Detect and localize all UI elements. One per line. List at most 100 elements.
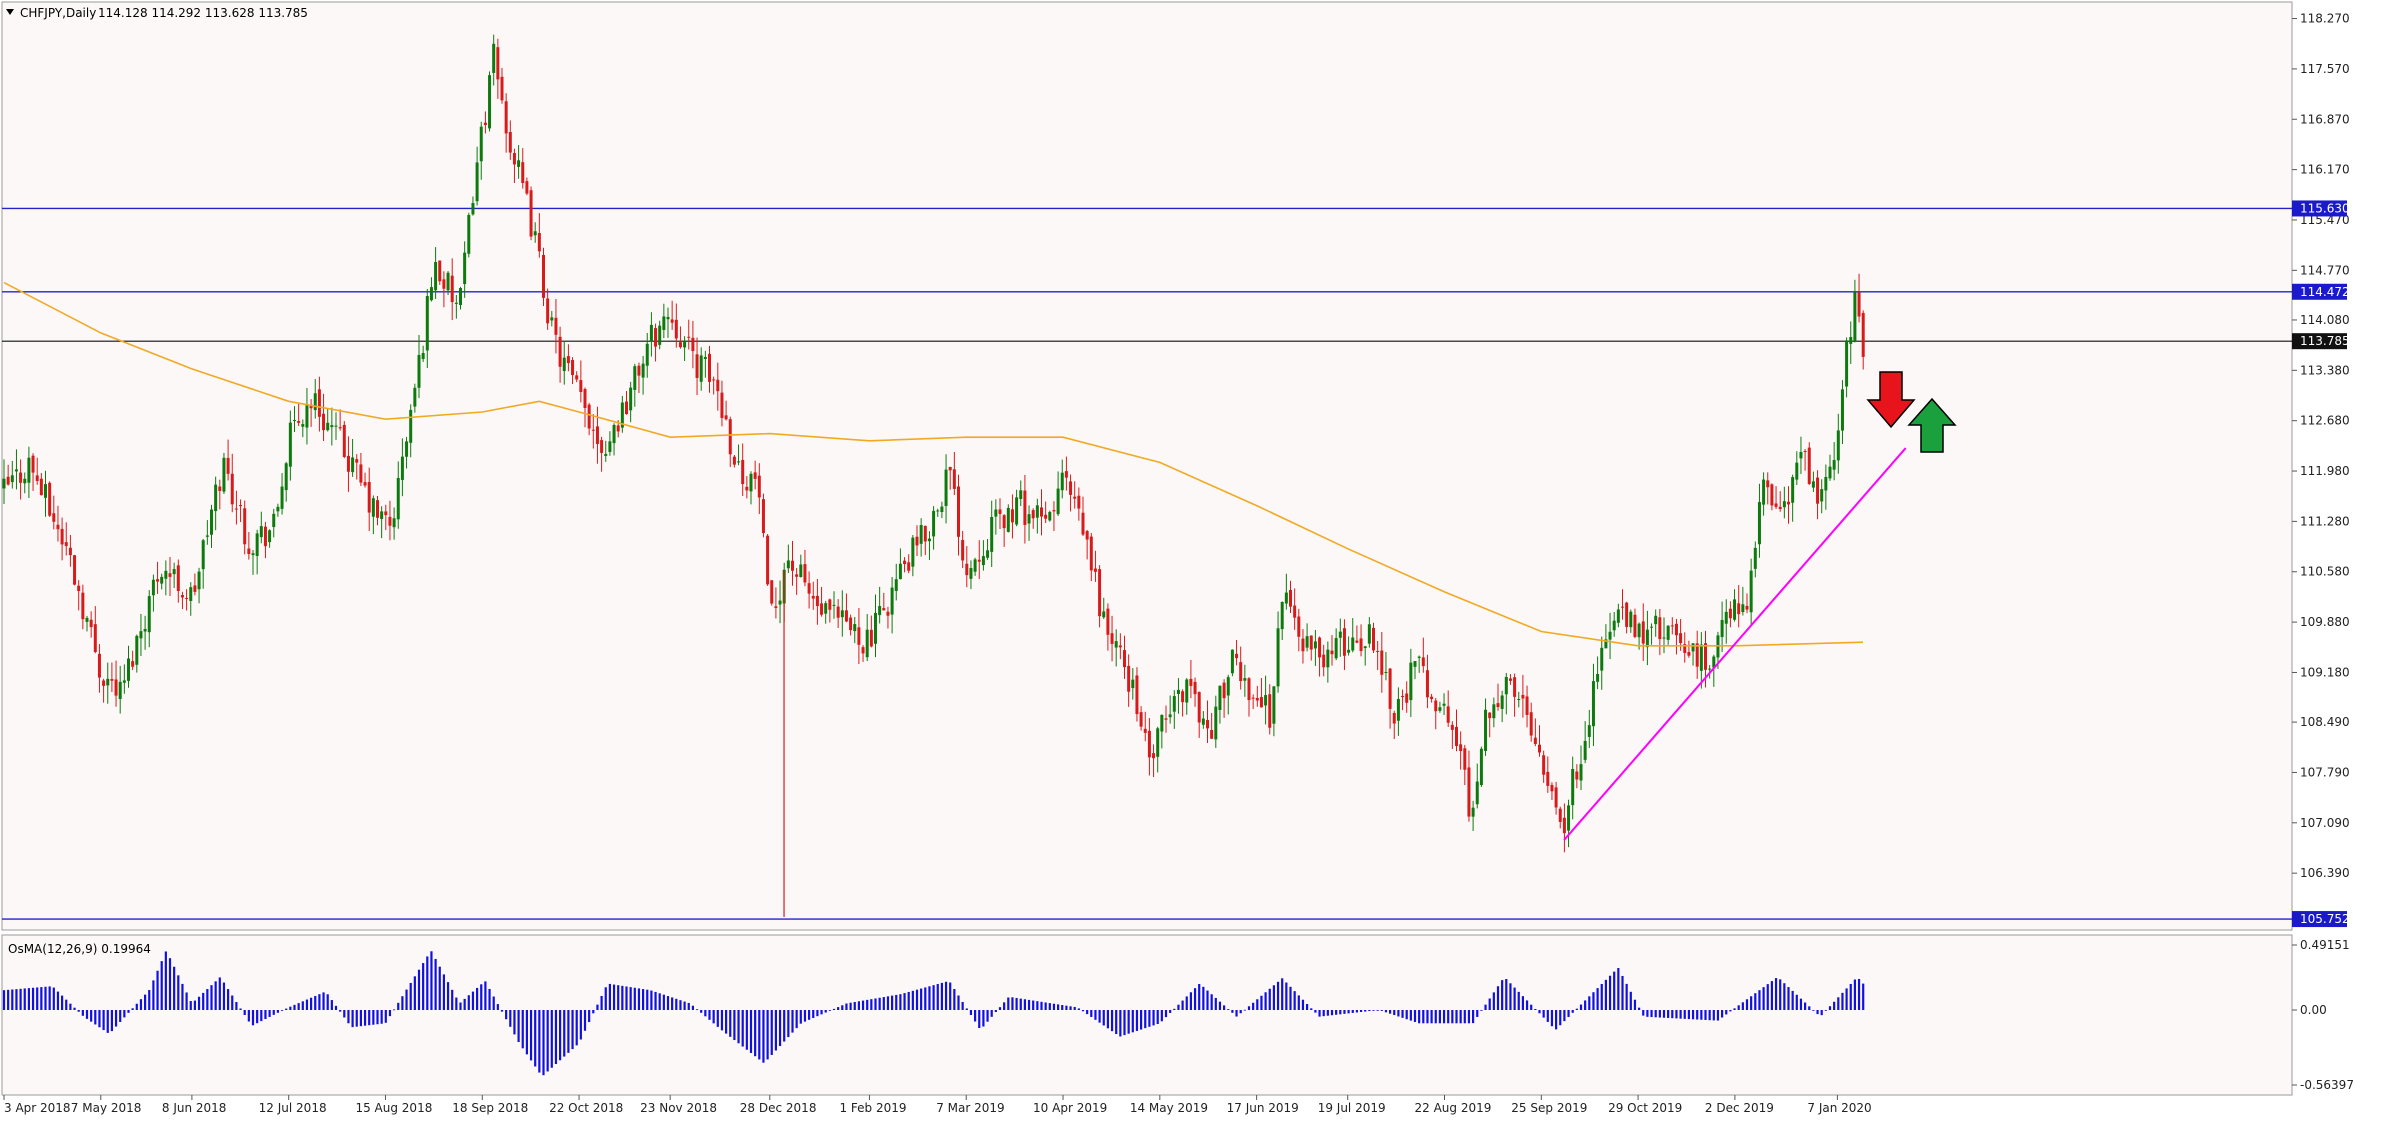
osma-bar (310, 997, 313, 1010)
osma-bar (1716, 1010, 1720, 1021)
osma-bar (803, 1010, 807, 1022)
candle-body (1733, 599, 1737, 620)
candle-body (1816, 477, 1820, 504)
osma-bar (546, 1010, 549, 1072)
osma-bar (1372, 1010, 1375, 1011)
candle-body (346, 455, 350, 472)
candle-body (297, 421, 301, 423)
candle-body (1222, 682, 1226, 699)
osma-bar (1339, 1010, 1342, 1015)
osma-bar (903, 993, 906, 1010)
osma-bar (1073, 1006, 1076, 1010)
osma-bar (1027, 999, 1031, 1010)
osma-bar (451, 989, 454, 1010)
osma-bar (1596, 988, 1599, 1010)
osma-bar (1770, 981, 1773, 1010)
osma-bar (1272, 985, 1275, 1010)
candle-body (1666, 625, 1670, 640)
candle-body (1052, 510, 1056, 512)
osma-panel-area[interactable] (1, 934, 2293, 1096)
osma-bar (1442, 1010, 1446, 1024)
osma-bar (899, 994, 902, 1010)
candle-body (1243, 678, 1247, 681)
candle-body (1060, 472, 1064, 491)
osma-bar (1077, 1008, 1080, 1010)
osma-bar (700, 1010, 703, 1013)
osma-bar (662, 994, 665, 1010)
osma-bar (1206, 990, 1209, 1010)
candle-body (620, 402, 624, 428)
osma-bar (1202, 986, 1205, 1010)
candle-body (288, 422, 292, 467)
candle-body (176, 565, 180, 592)
osma-bar (1459, 1010, 1462, 1024)
osma-bar (1393, 1010, 1396, 1016)
candle-body (2, 478, 6, 489)
candle-body (1608, 631, 1612, 640)
osma-bar (1144, 1010, 1147, 1029)
osma-bar (318, 994, 321, 1010)
candle-body (683, 340, 687, 348)
candle-body (1434, 700, 1438, 712)
osma-bar (11, 989, 14, 1010)
osma-bar (1613, 971, 1616, 1010)
osma-bar (1862, 983, 1865, 1010)
candle-body (1147, 730, 1151, 758)
osma-bar (272, 1010, 275, 1015)
candle-body (139, 631, 143, 639)
candle-body (1002, 515, 1006, 529)
osma-bar (1218, 1001, 1222, 1010)
osma-bar (98, 1010, 101, 1028)
osma-bar (1447, 1010, 1450, 1024)
candle-body (251, 553, 255, 556)
time-tick-label: 19 Jul 2019 (1318, 1101, 1386, 1115)
osma-bar (1650, 1010, 1653, 1018)
candle-body (1309, 635, 1313, 650)
osma-bar (177, 975, 180, 1010)
candle-body (355, 459, 359, 463)
candle-body (1355, 640, 1359, 643)
osma-bar (1256, 999, 1259, 1010)
osma-bar (567, 1010, 570, 1053)
osma-bar (625, 986, 628, 1010)
osma-tick-label: -0.56397 (2300, 1078, 2354, 1092)
candle-body (1600, 647, 1604, 671)
osma-bar (866, 999, 869, 1010)
candle-body (1106, 608, 1110, 635)
osma-bar (911, 990, 914, 1010)
osma-bar (231, 995, 234, 1010)
candle-body (820, 603, 824, 615)
osma-bar (733, 1010, 736, 1041)
collapse-triangle-icon[interactable] (6, 9, 14, 15)
osma-bar (1048, 1003, 1051, 1010)
candle-body (1056, 488, 1060, 515)
candle-body (14, 469, 18, 472)
osma-bar (886, 996, 890, 1010)
osma-bar (1115, 1010, 1118, 1035)
candle-body (753, 472, 757, 479)
candle-body (865, 629, 869, 658)
osma-bar (1509, 983, 1512, 1010)
candle-body (1670, 625, 1674, 627)
candle-body (1023, 490, 1027, 525)
main-chart-area[interactable] (1, 1, 2293, 931)
osma-bar (1310, 1008, 1313, 1010)
candle-body (284, 463, 288, 491)
candle-body (1031, 510, 1035, 519)
osma-bar (1675, 1010, 1678, 1019)
candle-body (1521, 694, 1525, 699)
candle-body (1401, 695, 1405, 698)
time-tick-label: 7 May 2018 (71, 1101, 142, 1115)
osma-bar (90, 1010, 93, 1022)
price-tick-label: 116.170 (2300, 163, 2350, 177)
osma-bar (484, 981, 487, 1010)
candle-body (898, 563, 902, 580)
time-tick-label: 18 Sep 2018 (452, 1101, 528, 1115)
candle-body (1525, 696, 1529, 715)
candle-body (1172, 696, 1176, 712)
osma-bar (1629, 991, 1632, 1010)
candle-body (1766, 480, 1770, 488)
osma-bar (36, 987, 39, 1010)
candle-body (1193, 681, 1197, 695)
